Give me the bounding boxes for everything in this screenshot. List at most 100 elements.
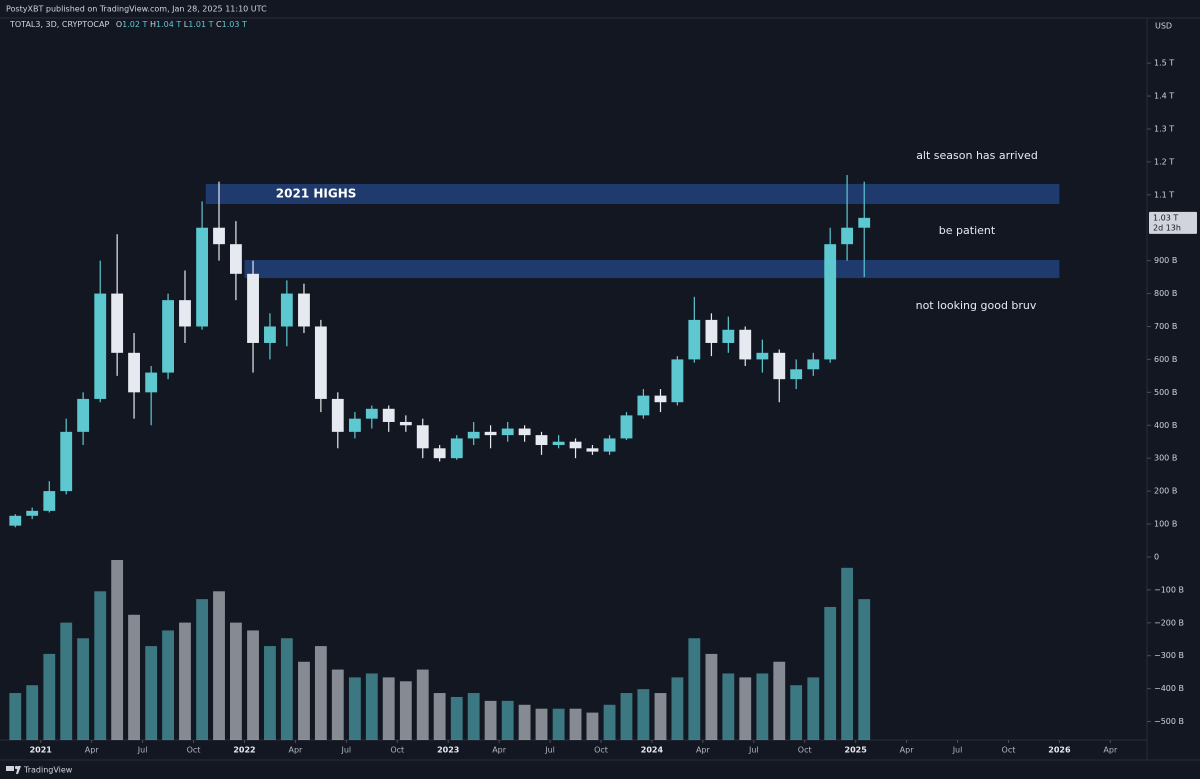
- candle-body: [179, 300, 191, 327]
- candle-body: [705, 319, 718, 343]
- volume-bar: [705, 653, 718, 740]
- y-tick-label: −200 B: [1154, 618, 1184, 627]
- y-tick-label: 100 B: [1154, 520, 1177, 529]
- publish-line: PostyXBT published on TradingView.com, J…: [6, 5, 267, 14]
- footer-logo: TradingView: [6, 766, 73, 775]
- candle-body: [858, 217, 871, 228]
- x-tick-label: Jul: [137, 746, 148, 755]
- volume-bar: [552, 708, 565, 740]
- candle-body: [382, 408, 395, 422]
- volume-bar: [773, 661, 786, 740]
- x-tick-label: Apr: [85, 746, 100, 755]
- y-tick-label: 0: [1154, 552, 1159, 561]
- volume-bar: [9, 693, 22, 740]
- candle-body: [331, 398, 344, 432]
- volume-bar: [739, 677, 752, 740]
- candle-body: [654, 395, 667, 403]
- candle-body: [773, 352, 786, 380]
- candle-body: [484, 431, 497, 436]
- candle-body: [824, 244, 837, 360]
- x-tick-label: 2024: [641, 746, 664, 755]
- volume-bar: [179, 622, 191, 740]
- legend-key: H: [150, 20, 156, 29]
- y-tick-label: 1.1 T: [1154, 190, 1174, 199]
- candle-body: [756, 352, 769, 360]
- candle-body: [298, 293, 310, 327]
- countdown: 2d 13h: [1153, 223, 1181, 232]
- volume-bar: [264, 646, 276, 740]
- x-tick-label: 2026: [1048, 746, 1071, 755]
- candle-body: [416, 425, 429, 449]
- zone: [205, 183, 1060, 205]
- volume-bar: [433, 693, 446, 740]
- candle-body: [569, 441, 582, 449]
- volume-bar: [145, 646, 158, 740]
- volume-bar: [331, 669, 344, 740]
- legend-value: 1.04 T: [156, 20, 181, 29]
- candle-body: [111, 293, 124, 353]
- currency: USD: [1155, 22, 1172, 31]
- volume-bar: [586, 712, 599, 740]
- x-tick-label: 2023: [437, 746, 459, 755]
- y-tick-label: 700 B: [1154, 322, 1177, 331]
- y-tick-label: −100 B: [1154, 585, 1184, 594]
- candle-body: [535, 435, 548, 446]
- candle-body: [314, 326, 327, 399]
- candle-body: [841, 227, 854, 245]
- volume-bar: [365, 673, 378, 740]
- legend-key: O: [116, 20, 122, 29]
- x-tick-label: Oct: [390, 746, 404, 755]
- volume-bar: [247, 630, 259, 740]
- volume-bar: [756, 673, 769, 740]
- logo-icon: [6, 766, 14, 771]
- y-tick-label: 1.3 T: [1154, 124, 1174, 133]
- volume-bar: [790, 685, 803, 740]
- volume-bar: [824, 606, 837, 740]
- candle-body: [433, 448, 446, 459]
- legend-value: 1.03 T: [222, 20, 247, 29]
- candle-body: [9, 515, 22, 526]
- y-tick-label: 600 B: [1154, 355, 1177, 364]
- last-price-box: [1149, 211, 1197, 234]
- candle-body: [230, 244, 242, 274]
- volume-bar: [43, 653, 56, 740]
- volume-bar: [569, 708, 582, 740]
- volume-bar: [26, 685, 39, 740]
- x-tick-label: Jul: [748, 746, 759, 755]
- candle-body: [213, 227, 225, 245]
- volume-bar: [637, 689, 650, 740]
- x-tick-label: 2021: [30, 746, 53, 755]
- candle-body: [620, 415, 633, 439]
- candle-body: [77, 398, 90, 432]
- x-tick-label: Jul: [544, 746, 555, 755]
- volume-bar: [654, 693, 667, 740]
- candle-body: [671, 359, 684, 403]
- candle-body: [365, 408, 378, 419]
- annotation: not looking good bruv: [916, 299, 1037, 312]
- candle-body: [552, 441, 565, 446]
- volume-bar: [60, 622, 73, 740]
- legend-value: 1.02 T: [122, 20, 147, 29]
- logo-icon: [14, 765, 19, 770]
- y-tick-label: 400 B: [1154, 421, 1177, 430]
- x-tick-label: Apr: [696, 746, 711, 755]
- candle-body: [264, 326, 276, 343]
- x-tick-label: Apr: [492, 746, 507, 755]
- last-price-label: 1.03 T: [1153, 213, 1178, 222]
- y-tick-label: 300 B: [1154, 454, 1177, 463]
- x-tick-label: Apr: [900, 746, 915, 755]
- volume-pane: [9, 560, 871, 740]
- candle-body: [450, 438, 463, 459]
- y-tick-label: 200 B: [1154, 487, 1177, 496]
- brand: TradingView: [23, 766, 73, 775]
- y-tick-label: 500 B: [1154, 388, 1177, 397]
- x-tick-label: Jul: [341, 746, 352, 755]
- candle-body: [807, 359, 820, 370]
- zones: 2021 HIGHS: [205, 183, 1060, 279]
- legend-value: 1.01 T: [188, 20, 213, 29]
- candle-body: [60, 431, 73, 492]
- volume-bar: [196, 599, 209, 740]
- volume-bar: [535, 708, 548, 740]
